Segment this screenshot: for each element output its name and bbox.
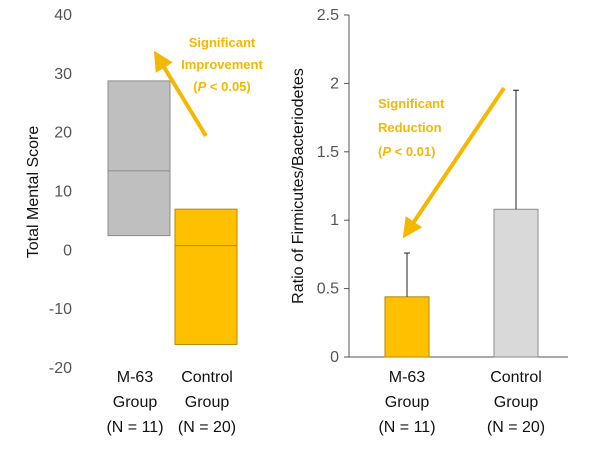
bar-control [493, 208, 539, 358]
left-category-label: (N = 20) [178, 419, 236, 436]
right-category-labels: M-63 Group (N = 11) Control Group (N = 20) [378, 369, 545, 436]
left-y-ticks: 40 30 20 10 0 -10 -20 [49, 7, 72, 377]
annotation-line2: Reduction [378, 120, 442, 135]
annotation-line2: Improvement [181, 57, 263, 72]
right-category-label: Group [494, 394, 539, 411]
annotation-p-value: (P < 0.05) [193, 79, 250, 94]
right-category-label: Group [385, 394, 430, 411]
left-y-tick-label: 10 [54, 184, 72, 201]
left-y-tick-label: 40 [54, 7, 72, 24]
left-category-label: Group [185, 394, 230, 411]
right-y-tick-label: 0.5 [317, 281, 339, 298]
box-control [174, 208, 238, 345]
left-y-tick-label: -10 [49, 301, 72, 318]
left-category-labels: M-63 Group (N = 11) Control Group (N = 20) [106, 369, 236, 436]
right-y-axis-label: Ratio of Firmicutes/Bacteriodetes [290, 68, 307, 304]
left-y-tick-label: 30 [54, 66, 72, 83]
improvement-arrow [153, 50, 208, 138]
box-m63 [107, 80, 171, 237]
right-y-tick-label: 1.5 [317, 144, 339, 161]
right-category-label: M-63 [389, 369, 426, 386]
left-y-tick-label: -20 [49, 360, 72, 377]
firmicutes-ratio-chart: Ratio of Firmicutes/Bacteriodetes 2.5 2 1.… [290, 7, 568, 436]
annotation-line1: Significant [189, 35, 256, 50]
bar-m63 [384, 296, 430, 358]
right-y-tick-label: 2.5 [317, 7, 339, 24]
left-category-label: (N = 11) [106, 419, 163, 436]
right-bars [384, 89, 539, 358]
right-category-label: (N = 20) [487, 419, 545, 436]
left-y-tick-label: 0 [63, 242, 72, 259]
right-category-label: Control [490, 369, 542, 386]
mental-score-chart: Total Mental Score 40 30 20 10 0 -10 -20 M-63 G… [25, 7, 263, 436]
right-y-tick-label: 0 [330, 349, 339, 366]
left-category-label: M-63 [117, 369, 154, 386]
improvement-annotation: Significant Improvement (P < 0.05) [181, 35, 263, 94]
left-category-label: Group [113, 394, 158, 411]
right-y-ticks: 2.5 2 1.5 1 0.5 0 [317, 7, 568, 366]
left-category-label: Control [181, 369, 233, 386]
left-y-axis-label: Total Mental Score [25, 126, 42, 259]
right-y-tick-label: 1 [330, 212, 339, 229]
reduction-annotation: Significant Reduction (P < 0.01) [378, 96, 445, 159]
reduction-arrow [402, 86, 506, 239]
right-y-tick-label: 2 [330, 75, 339, 92]
right-category-label: (N = 11) [378, 419, 435, 436]
annotation-line1: Significant [378, 96, 445, 111]
left-boxes [107, 80, 238, 345]
left-y-tick-label: 20 [54, 125, 72, 142]
annotation-p-value: (P < 0.01) [378, 144, 435, 159]
